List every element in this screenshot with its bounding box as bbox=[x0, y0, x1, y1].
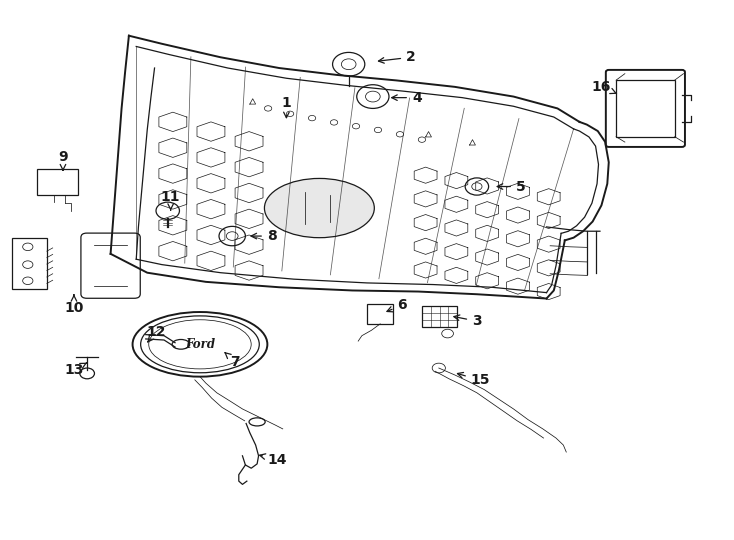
Text: 16: 16 bbox=[592, 80, 617, 94]
Text: 10: 10 bbox=[65, 295, 84, 315]
Text: 11: 11 bbox=[161, 190, 181, 210]
Text: 13: 13 bbox=[65, 363, 87, 376]
Text: 1: 1 bbox=[282, 96, 291, 118]
Text: 2: 2 bbox=[379, 50, 416, 64]
Text: 8: 8 bbox=[251, 229, 277, 243]
Bar bbox=[422, 306, 457, 327]
Text: 9: 9 bbox=[58, 150, 68, 170]
Text: 5: 5 bbox=[497, 179, 526, 193]
Ellipse shape bbox=[264, 178, 374, 238]
Text: 4: 4 bbox=[392, 91, 422, 105]
Bar bbox=[12, 238, 47, 289]
Text: Ford: Ford bbox=[185, 338, 215, 351]
Text: 6: 6 bbox=[387, 298, 407, 312]
Text: 14: 14 bbox=[260, 453, 288, 467]
Bar bbox=[616, 80, 675, 137]
Text: 15: 15 bbox=[457, 373, 490, 387]
Text: 3: 3 bbox=[454, 314, 482, 328]
Bar bbox=[367, 305, 393, 324]
Text: 7: 7 bbox=[225, 353, 240, 369]
Bar bbox=[37, 168, 78, 194]
Text: 12: 12 bbox=[146, 325, 166, 342]
